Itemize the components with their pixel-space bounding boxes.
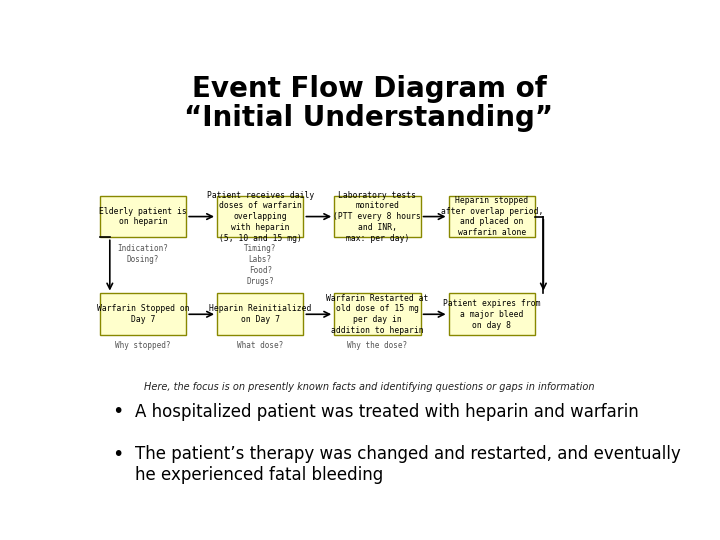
Text: A hospitalized patient was treated with heparin and warfarin: A hospitalized patient was treated with … <box>135 403 639 421</box>
Text: Event Flow Diagram of: Event Flow Diagram of <box>192 75 546 103</box>
Text: Here, the focus is on presently known facts and identifying questions or gaps in: Here, the focus is on presently known fa… <box>144 382 594 392</box>
Text: Patient expires from
a major bleed
on day 8: Patient expires from a major bleed on da… <box>443 299 541 329</box>
Text: Why the dose?: Why the dose? <box>347 341 408 350</box>
Text: Laboratory tests
monitored
(PTT every 8 hours
and INR,
max: per day): Laboratory tests monitored (PTT every 8 … <box>333 191 421 242</box>
Text: •: • <box>112 402 124 422</box>
Text: What dose?: What dose? <box>237 341 283 350</box>
FancyBboxPatch shape <box>449 293 535 335</box>
Text: “Initial Understanding”: “Initial Understanding” <box>184 104 554 132</box>
FancyBboxPatch shape <box>449 196 535 238</box>
Text: •: • <box>112 446 124 464</box>
FancyBboxPatch shape <box>100 196 186 238</box>
Text: Heparin stopped
after overlap period,
and placed on
warfarin alone: Heparin stopped after overlap period, an… <box>441 196 543 237</box>
Text: Indication?
Dosing?: Indication? Dosing? <box>117 244 168 264</box>
FancyBboxPatch shape <box>217 196 303 238</box>
Text: The patient’s therapy was changed and restarted, and eventually
he experienced f: The patient’s therapy was changed and re… <box>135 446 680 484</box>
FancyBboxPatch shape <box>100 293 186 335</box>
Text: Warfarin Stopped on
Day 7: Warfarin Stopped on Day 7 <box>96 305 189 324</box>
Text: Patient receives daily
doses of warfarin
overlapping
with heparin
(5, 10 and 15 : Patient receives daily doses of warfarin… <box>207 191 314 242</box>
Text: Elderly patient is
on heparin: Elderly patient is on heparin <box>99 207 187 226</box>
Text: Why stopped?: Why stopped? <box>115 341 171 350</box>
FancyBboxPatch shape <box>334 293 420 335</box>
Text: Timing?
Labs?
Food?
Drugs?: Timing? Labs? Food? Drugs? <box>244 244 276 286</box>
FancyBboxPatch shape <box>334 196 420 238</box>
Text: Warfarin Restarted at
old dose of 15 mg
per day in
addition to heparin: Warfarin Restarted at old dose of 15 mg … <box>326 294 428 335</box>
FancyBboxPatch shape <box>217 293 303 335</box>
Text: Heparin Reinitialized
on Day 7: Heparin Reinitialized on Day 7 <box>209 305 311 324</box>
